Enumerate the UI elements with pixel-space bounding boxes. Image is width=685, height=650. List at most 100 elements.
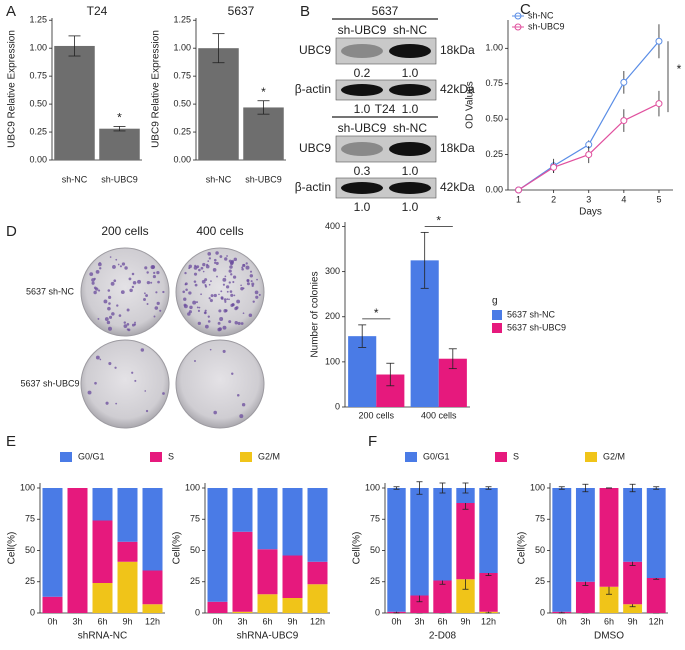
series-line bbox=[518, 40, 660, 191]
colony-dot bbox=[240, 322, 244, 325]
error-bar bbox=[653, 486, 660, 490]
blot-band bbox=[389, 44, 431, 58]
point bbox=[515, 186, 523, 194]
legend-swatch bbox=[150, 452, 162, 462]
colony-dot bbox=[239, 414, 244, 419]
colony-dot bbox=[255, 295, 259, 299]
y-tick-label: 1.00 bbox=[29, 43, 47, 53]
bar-segment bbox=[117, 488, 138, 542]
bar-segment bbox=[599, 488, 619, 587]
error-bar bbox=[582, 483, 589, 493]
colony-dot bbox=[187, 312, 191, 316]
colony-dot bbox=[200, 293, 202, 296]
colony-dot bbox=[93, 277, 96, 280]
x-tick-label: sh-UBC9 bbox=[245, 174, 282, 184]
bar-segment bbox=[42, 488, 63, 597]
colony-dot bbox=[146, 281, 151, 285]
colony-dot bbox=[184, 271, 187, 275]
bar-segment bbox=[433, 488, 452, 581]
colony-dot bbox=[145, 294, 149, 298]
colony-dot bbox=[204, 309, 207, 312]
panel-letter: D bbox=[6, 223, 17, 240]
colony-dot bbox=[99, 358, 102, 361]
colony-dot bbox=[218, 309, 222, 313]
point bbox=[620, 78, 628, 86]
lane-label: sh-UBC9 bbox=[338, 121, 387, 135]
colony-dot bbox=[126, 323, 130, 326]
colony-dot bbox=[94, 381, 97, 385]
colony-dot bbox=[228, 298, 230, 301]
bar-segment bbox=[232, 488, 253, 532]
blot-band bbox=[389, 84, 431, 96]
bar bbox=[99, 128, 140, 160]
colony-dot bbox=[204, 311, 207, 314]
bar-segment bbox=[410, 488, 429, 596]
bar-segment bbox=[257, 549, 278, 595]
blot-quant: 1.0 bbox=[402, 164, 419, 178]
colony-dot bbox=[123, 324, 128, 328]
colony-dot bbox=[106, 320, 111, 325]
y-tick-label: 50 bbox=[535, 545, 545, 555]
colony-dot bbox=[235, 306, 239, 310]
y-axis-label: Cell(%) bbox=[517, 532, 528, 565]
colony-dot bbox=[206, 263, 209, 266]
colony-dot bbox=[251, 284, 254, 287]
x-tick-label: 4 bbox=[621, 194, 626, 204]
blot-quant: 0.3 bbox=[354, 164, 371, 178]
colony-dot bbox=[229, 290, 233, 293]
panel-letter: B bbox=[300, 3, 310, 20]
lane-label: sh-NC bbox=[393, 121, 427, 135]
y-tick-label: 100 bbox=[365, 482, 380, 492]
error-bar bbox=[393, 486, 400, 490]
bar-segment bbox=[117, 541, 138, 562]
colony-dot bbox=[150, 281, 153, 284]
legend-label: G0/G1 bbox=[423, 451, 450, 461]
colony-dot bbox=[241, 403, 246, 407]
colony-dot bbox=[249, 270, 253, 273]
colony-dot bbox=[137, 279, 142, 284]
colony-dot bbox=[226, 290, 229, 293]
y-axis-label: Cell(%) bbox=[352, 532, 363, 565]
blot-quant: 1.0 bbox=[402, 66, 419, 80]
colony-dot bbox=[140, 348, 145, 352]
x-tick-label: 400 cells bbox=[421, 410, 457, 420]
colony-dot bbox=[223, 298, 227, 301]
colony-dot bbox=[230, 293, 234, 297]
bar-segment bbox=[92, 520, 113, 583]
colony-dot bbox=[200, 266, 204, 270]
colony-dot bbox=[193, 266, 198, 270]
colony-dot bbox=[236, 393, 240, 397]
colony-dot bbox=[237, 321, 241, 326]
bar-segment bbox=[599, 586, 619, 613]
colony-dot bbox=[185, 288, 188, 292]
colony-dot bbox=[195, 301, 199, 304]
y-axis-label: OD Values bbox=[465, 81, 476, 129]
colony-dot bbox=[228, 281, 231, 284]
y-tick-label: 50 bbox=[370, 545, 380, 555]
colony-dot bbox=[217, 321, 221, 325]
y-tick-label: 0.25 bbox=[29, 126, 47, 136]
colony-dot bbox=[154, 306, 159, 310]
x-tick-label: 3h bbox=[237, 616, 247, 626]
bar-segment bbox=[232, 531, 253, 612]
y-tick-label: 0.75 bbox=[485, 78, 503, 88]
bar-segment bbox=[207, 601, 228, 613]
colony-dot bbox=[226, 298, 229, 301]
colony-dot bbox=[249, 274, 254, 278]
colony-dot bbox=[222, 277, 227, 282]
y-tick-label: 0 bbox=[30, 607, 35, 617]
colony-dot bbox=[209, 348, 212, 351]
error-bar bbox=[558, 486, 565, 490]
blot-title: T24 bbox=[375, 102, 396, 116]
bar bbox=[243, 107, 284, 160]
blot-quant: 1.0 bbox=[354, 102, 371, 116]
colony-dot bbox=[245, 265, 250, 270]
colony-dot bbox=[188, 291, 192, 295]
lane-label: sh-UBC9 bbox=[338, 23, 387, 37]
annotation: * bbox=[117, 111, 122, 125]
colony-dot bbox=[91, 281, 95, 285]
colony-dot bbox=[213, 293, 217, 298]
x-tick-label: 0h bbox=[212, 616, 222, 626]
x-tick-label: 6h bbox=[437, 616, 447, 626]
colony-dot bbox=[131, 285, 135, 289]
